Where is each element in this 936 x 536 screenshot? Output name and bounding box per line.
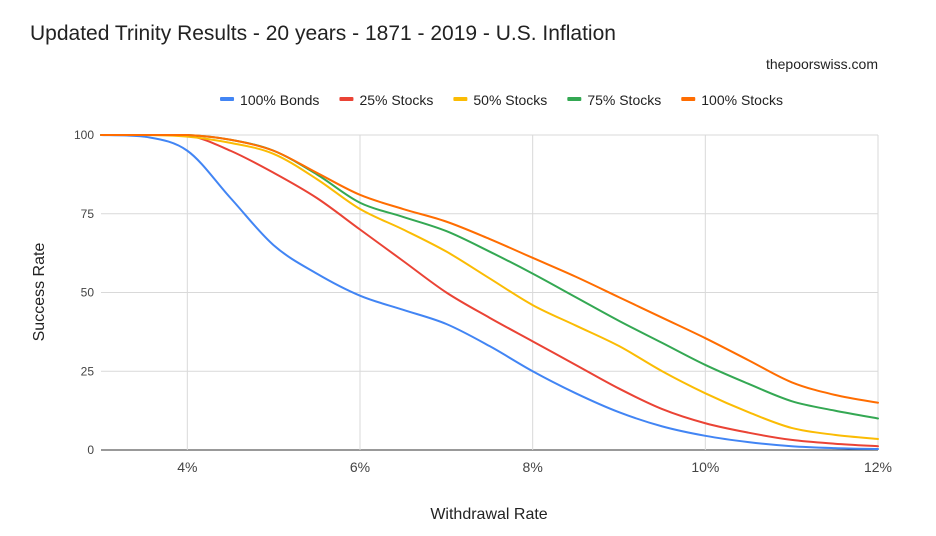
series-line-100pct-stocks	[100, 134, 879, 404]
legend-label: 25% Stocks	[359, 92, 433, 108]
y-tick-label: 50	[81, 286, 95, 300]
y-tick-label: 0	[87, 443, 94, 457]
legend-swatch	[453, 97, 468, 101]
legend: 100% Bonds 25% Stocks 50% Stocks 75% Stocks…	[220, 92, 783, 108]
y-tick-label: 25	[81, 364, 95, 378]
y-tick-label: 100	[74, 128, 94, 142]
legend-label: 100% Bonds	[240, 92, 319, 108]
legend-item-50pct-stocks[interactable]: 50% Stocks	[453, 92, 547, 108]
legend-swatch	[681, 97, 696, 101]
legend-item-25pct-stocks[interactable]: 25% Stocks	[339, 92, 433, 108]
x-tick-label: 12%	[864, 459, 892, 475]
legend-swatch	[567, 97, 582, 101]
x-axis-title: Withdrawal Rate	[430, 506, 547, 523]
series-line-100pct-bonds	[100, 134, 879, 451]
y-axis-title: Success Rate	[31, 243, 48, 342]
legend-label: 75% Stocks	[587, 92, 661, 108]
legend-swatch	[220, 97, 235, 101]
legend-item-100pct-bonds[interactable]: 100% Bonds	[220, 92, 319, 108]
legend-label: 100% Stocks	[701, 92, 783, 108]
legend-label: 50% Stocks	[473, 92, 547, 108]
y-tick-label: 75	[81, 207, 95, 221]
gridlines	[101, 134, 879, 451]
x-tick-label: 8%	[523, 459, 543, 475]
chart-title: Updated Trinity Results - 20 years - 187…	[30, 22, 616, 45]
x-axis-ticks: 4% 6% 8% 10% 12%	[177, 459, 892, 475]
chart-subtitle: thepoorswiss.com	[766, 56, 878, 72]
x-tick-label: 10%	[691, 459, 719, 475]
x-tick-label: 4%	[177, 459, 197, 475]
series-line-75pct-stocks	[100, 134, 879, 420]
y-axis-ticks: 0 25 50 75 100	[74, 128, 94, 457]
series-line-50pct-stocks	[100, 134, 879, 440]
legend-swatch	[339, 97, 354, 101]
x-tick-label: 6%	[350, 459, 370, 475]
series-lines	[100, 134, 879, 451]
legend-item-100pct-stocks[interactable]: 100% Stocks	[681, 92, 783, 108]
legend-item-75pct-stocks[interactable]: 75% Stocks	[567, 92, 661, 108]
series-line-25pct-stocks	[100, 134, 879, 448]
